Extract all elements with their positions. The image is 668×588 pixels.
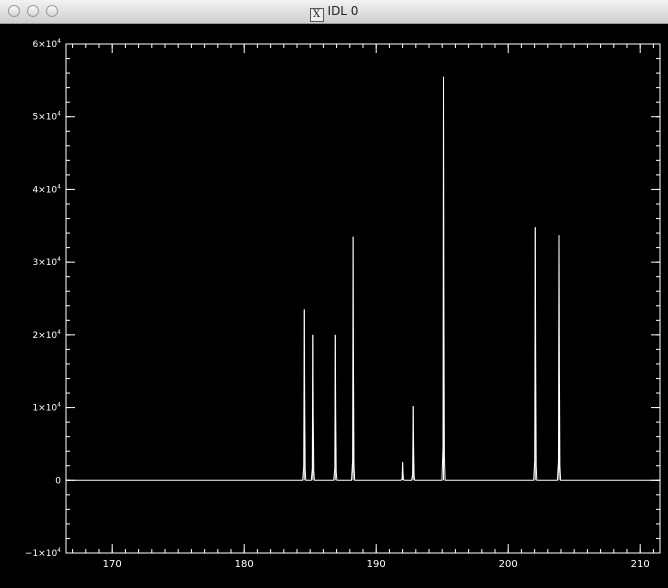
plot-frame bbox=[65, 43, 661, 554]
y-tick-label: 2×104 bbox=[32, 329, 61, 341]
y-tick-exponent: 4 bbox=[57, 111, 61, 118]
x-tick-label: 210 bbox=[631, 559, 650, 570]
window-title: IDL 0 bbox=[327, 4, 359, 18]
y-tick-label: −1×104 bbox=[25, 547, 61, 559]
title-bar[interactable]: X IDL 0 bbox=[0, 0, 668, 24]
y-tick-exponent: 4 bbox=[57, 183, 61, 190]
y-tick-label: 3×104 bbox=[32, 256, 61, 268]
close-button[interactable] bbox=[8, 5, 20, 17]
zoom-button[interactable] bbox=[46, 5, 58, 17]
plot-axes bbox=[65, 43, 661, 554]
y-tick-mantissa: 3×10 bbox=[32, 258, 57, 268]
y-tick-exponent: 4 bbox=[57, 329, 61, 336]
y-tick-label: 4×104 bbox=[32, 183, 61, 195]
spectrum-series bbox=[66, 76, 660, 481]
minimize-button[interactable] bbox=[27, 5, 39, 17]
y-tick-mantissa: −1×10 bbox=[25, 549, 58, 559]
x-tick-labels: 170 180 190 200 210 bbox=[103, 559, 650, 570]
y-tick-mantissa: 5×10 bbox=[32, 113, 57, 123]
y-tick-exponent: 4 bbox=[57, 38, 61, 45]
y-tick-mantissa: 4×10 bbox=[32, 185, 57, 195]
x-tick-label: 190 bbox=[367, 559, 386, 570]
y-tick-mantissa: 6×10 bbox=[32, 40, 57, 50]
y-tick-mantissa: 0 bbox=[55, 476, 61, 486]
x-tick-label: 170 bbox=[103, 559, 122, 570]
y-tick-exponent: 4 bbox=[57, 402, 61, 409]
y-tick-exponent: 4 bbox=[57, 547, 61, 554]
y-tick-exponent: 4 bbox=[57, 256, 61, 263]
spectrum-line bbox=[66, 76, 660, 481]
x-tick-label: 200 bbox=[499, 559, 518, 570]
y-tick-label: 0 bbox=[55, 476, 61, 486]
y-tick-mantissa: 2×10 bbox=[32, 331, 57, 341]
y-tick-label: 1×104 bbox=[32, 402, 61, 414]
y-tick-label: 6×104 bbox=[32, 38, 61, 50]
y-tick-label: 5×104 bbox=[32, 111, 61, 123]
x11-icon: X bbox=[309, 8, 324, 22]
y-tick-mantissa: 1×10 bbox=[32, 404, 57, 414]
window-title-group: X IDL 0 bbox=[0, 4, 668, 22]
x-tick-label: 180 bbox=[235, 559, 254, 570]
